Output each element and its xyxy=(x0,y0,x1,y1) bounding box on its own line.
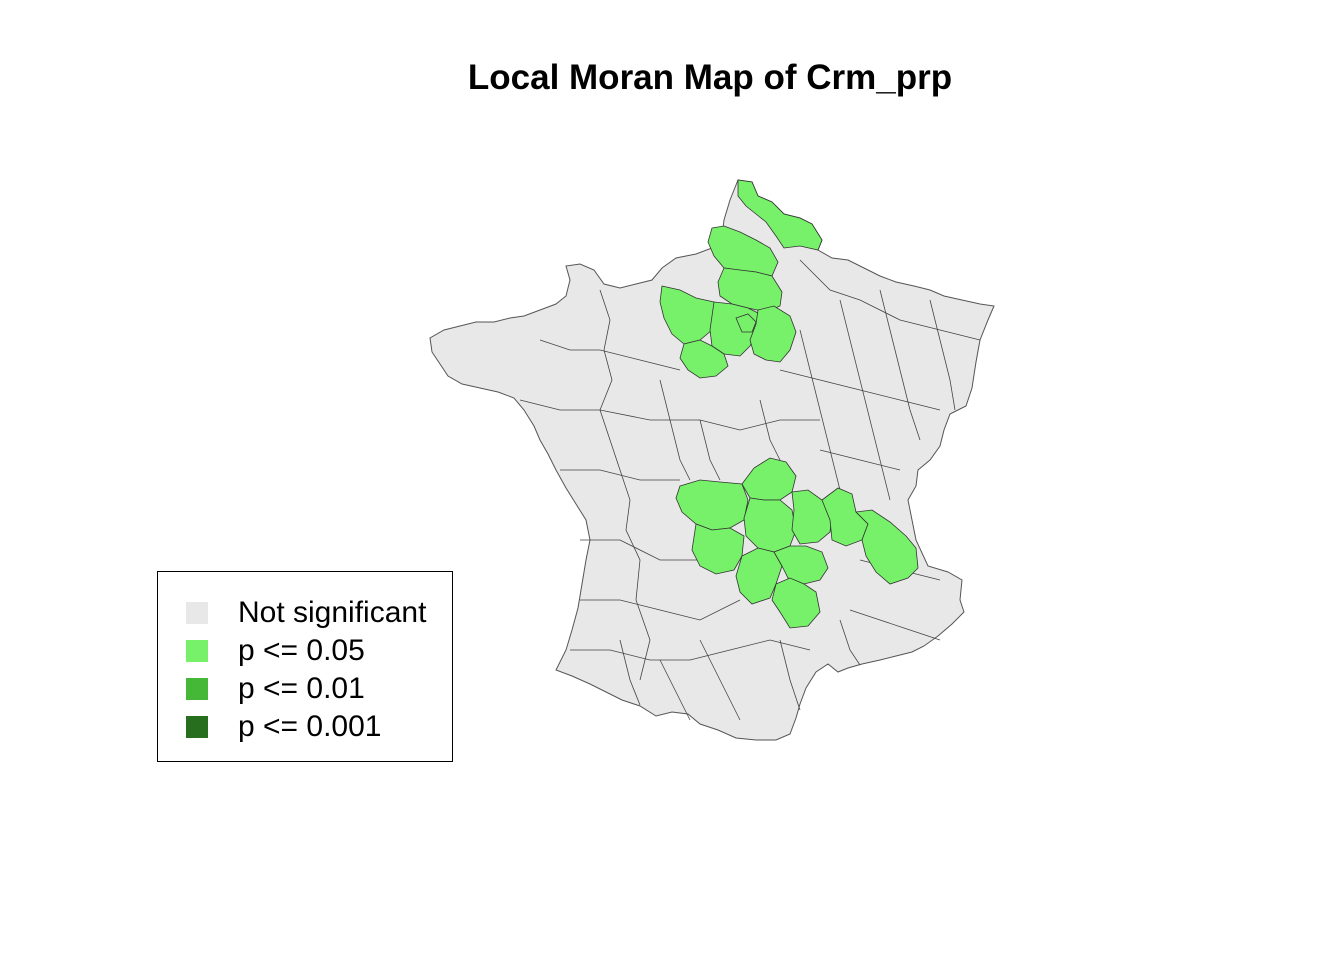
legend-swatch-p01 xyxy=(186,678,208,700)
north-cluster xyxy=(659,179,823,379)
central-cluster xyxy=(675,457,919,629)
department-borders xyxy=(519,259,981,721)
legend: Not significant p <= 0.05 p <= 0.01 p <=… xyxy=(157,571,453,762)
legend-label: p <= 0.001 xyxy=(238,710,382,743)
legend-swatch-not-significant xyxy=(186,602,208,624)
map-title: Local Moran Map of Crm_prp xyxy=(467,58,953,97)
legend-swatch-p05 xyxy=(186,640,208,662)
legend-swatch-p001 xyxy=(186,716,208,738)
legend-label: p <= 0.05 xyxy=(238,634,365,667)
legend-label: p <= 0.01 xyxy=(238,672,365,705)
legend-label: Not significant xyxy=(238,596,427,629)
france-outline xyxy=(429,179,995,741)
